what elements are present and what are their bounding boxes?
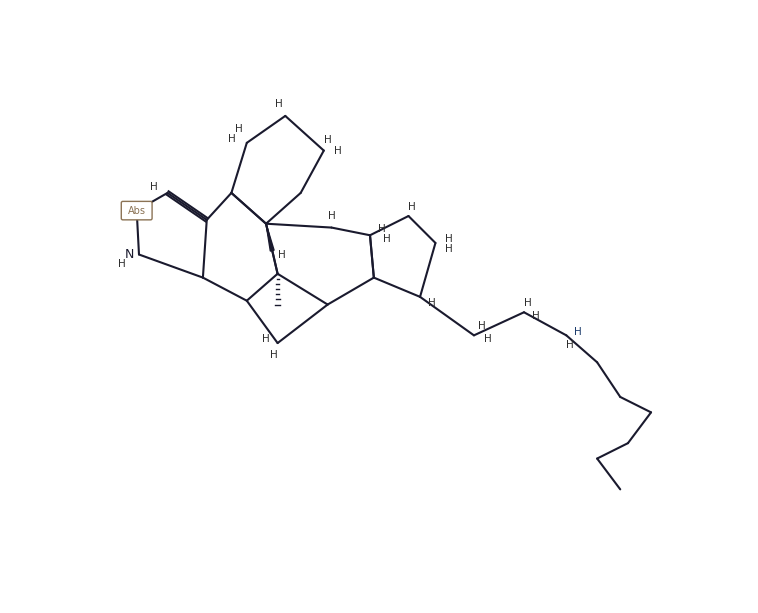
Text: H: H <box>531 311 540 321</box>
Text: H: H <box>428 298 435 308</box>
Text: Abs: Abs <box>127 205 146 216</box>
Text: H: H <box>324 135 331 145</box>
Text: H: H <box>262 334 270 345</box>
Text: H: H <box>270 349 277 360</box>
Text: H: H <box>409 202 416 211</box>
Text: H: H <box>574 327 582 337</box>
Text: H: H <box>235 124 243 134</box>
Text: H: H <box>566 340 574 349</box>
Text: N: N <box>125 248 134 261</box>
Text: H: H <box>334 145 342 156</box>
Text: H: H <box>383 234 391 244</box>
Polygon shape <box>266 224 274 251</box>
Text: H: H <box>446 234 453 244</box>
Text: H: H <box>227 134 235 144</box>
Text: H: H <box>478 321 486 331</box>
Text: H: H <box>275 99 283 109</box>
FancyBboxPatch shape <box>121 202 152 220</box>
Text: H: H <box>277 249 285 259</box>
Text: H: H <box>327 211 335 221</box>
Text: H: H <box>150 181 158 192</box>
Text: H: H <box>484 334 492 345</box>
Text: H: H <box>446 244 453 254</box>
Text: H: H <box>118 259 126 268</box>
Text: H: H <box>377 224 385 234</box>
Text: H: H <box>524 298 531 308</box>
